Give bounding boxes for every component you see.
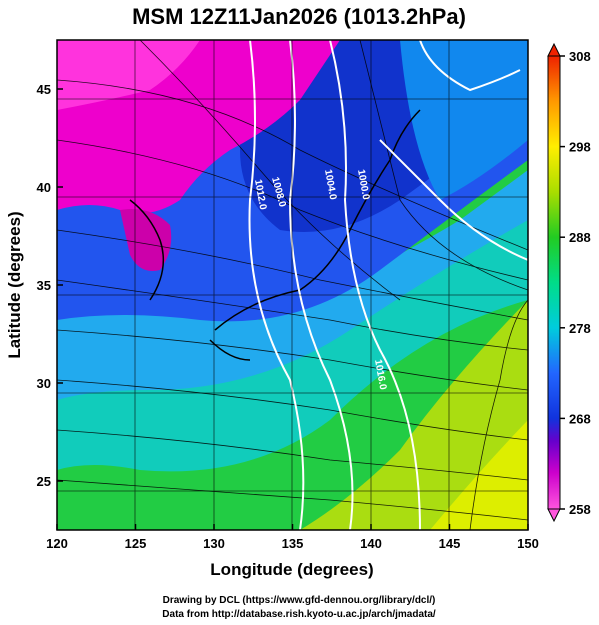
- colorbar-tick-label: 278: [569, 321, 591, 336]
- x-tick-label: 145: [439, 536, 461, 551]
- y-tick-label: 35: [37, 278, 51, 293]
- x-tick-label: 125: [125, 536, 147, 551]
- x-tick-label: 130: [203, 536, 225, 551]
- colorbar-tick-label: 268: [569, 411, 591, 426]
- x-tick-label: 135: [282, 536, 304, 551]
- y-tick-label: 25: [37, 474, 51, 489]
- contour-label: 1012.0: [252, 179, 268, 211]
- y-tick-label: 30: [37, 376, 51, 391]
- x-axis-label: Longitude (degrees): [210, 560, 373, 579]
- colorbar: 258 268 278 288 298 308: [547, 42, 591, 523]
- x-tick-label: 120: [46, 536, 68, 551]
- colorbar-tick-label: 288: [569, 230, 591, 245]
- colorbar-tick-label: 258: [569, 502, 591, 517]
- y-axis-label: Latitude (degrees): [5, 211, 24, 358]
- x-tick-label: 140: [360, 536, 382, 551]
- x-tick-label: 150: [517, 536, 539, 551]
- contour-label: 1004.0: [322, 169, 338, 201]
- contour-label: 1016.0: [372, 359, 388, 391]
- y-axis: 25 30 35 40 45: [37, 82, 63, 489]
- credit-line-1: Drawing by DCL (https://www.gfd-dennou.o…: [163, 595, 436, 606]
- y-tick-label: 45: [37, 82, 51, 97]
- x-axis: 120 125 130 135 140 145 150: [46, 524, 539, 551]
- temperature-field: [57, 40, 528, 530]
- colorbar-tick-label: 298: [569, 140, 591, 155]
- chart-title: MSM 12Z11Jan2026 (1013.2hPa): [132, 4, 466, 29]
- credit-line-2: Data from http://database.rish.kyoto-u.a…: [162, 609, 436, 620]
- contour-label: 1000.0: [355, 169, 371, 201]
- colorbar-tick-label: 308: [569, 49, 591, 64]
- y-tick-label: 40: [37, 180, 51, 195]
